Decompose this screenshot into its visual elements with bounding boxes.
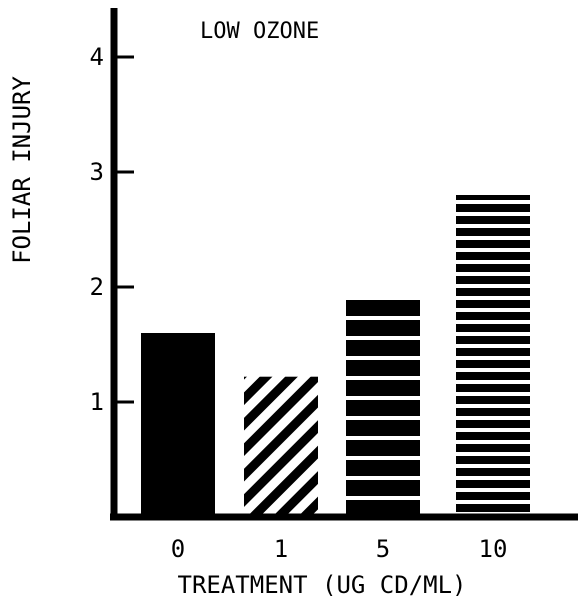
bar-5 xyxy=(346,296,420,517)
bar-1 xyxy=(244,376,318,517)
x-tick-label-0: 0 xyxy=(171,535,185,563)
chart-title: LOW OZONE xyxy=(200,19,319,44)
bar-0 xyxy=(141,333,215,517)
x-ticks-group: 0 1 5 10 xyxy=(171,535,508,563)
y-tick-label-3: 3 xyxy=(90,158,104,186)
x-axis-label: TREATMENT (UG CD/ML) xyxy=(178,571,467,599)
y-tick-label-1: 1 xyxy=(90,388,104,416)
bars-group xyxy=(141,195,530,517)
y-tick-label-4: 4 xyxy=(90,43,104,71)
x-tick-label-10: 10 xyxy=(479,535,508,563)
y-tick-label-2: 2 xyxy=(90,273,104,301)
x-tick-label-1: 1 xyxy=(274,535,288,563)
bar-10 xyxy=(456,195,530,517)
y-axis-label: FOLIAR INJURY xyxy=(8,76,36,264)
x-tick-label-5: 5 xyxy=(376,535,390,563)
